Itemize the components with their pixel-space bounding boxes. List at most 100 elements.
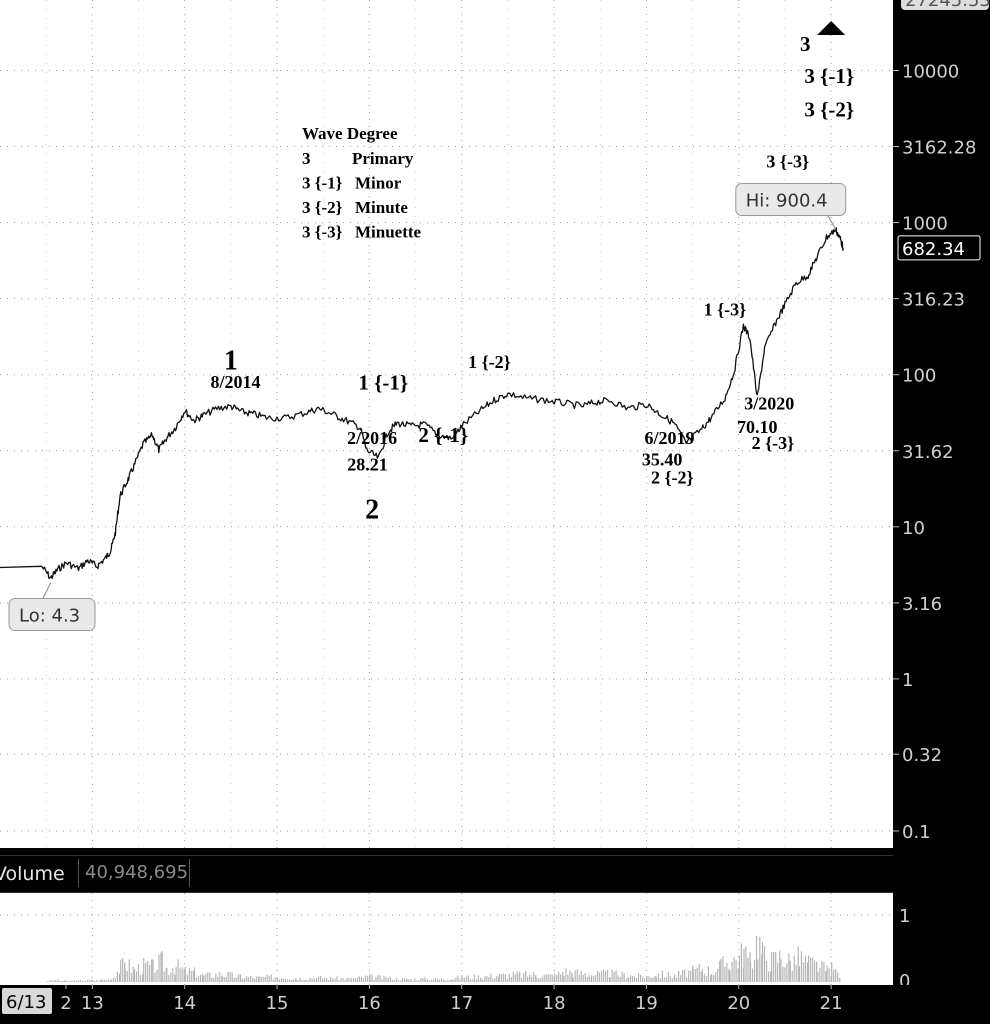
volume-bar <box>461 978 463 982</box>
volume-chart[interactable] <box>0 893 893 985</box>
volume-bar <box>59 980 61 982</box>
price-chart[interactable]: Hi: 900.4 Lo: 4.3 18/2014 1 {-1} 1 {-2} 2/201… <box>0 0 893 848</box>
volume-bar <box>835 969 837 982</box>
volume-bar <box>488 977 490 982</box>
volume-bar <box>75 980 78 982</box>
volume-bar <box>817 972 819 982</box>
volume-bar <box>492 978 494 982</box>
wave-label: 6/2019 <box>645 428 695 448</box>
volume-bar <box>543 974 545 982</box>
volume-bar <box>539 978 541 982</box>
volume-bar <box>613 971 615 982</box>
volume-bar <box>399 980 402 982</box>
volume-bar <box>694 969 696 982</box>
volume-bar <box>438 979 440 982</box>
volume-bar <box>726 963 728 982</box>
volume-bar <box>188 968 190 982</box>
volume-bar <box>416 980 418 982</box>
volume-bar <box>593 975 595 982</box>
volume-bar <box>701 968 703 982</box>
volume-bar <box>753 960 756 982</box>
volume-bar <box>514 974 516 982</box>
volume-bar <box>52 980 54 982</box>
volume-bar <box>584 973 586 982</box>
volume-bar <box>521 977 523 982</box>
date-tick-label: 14 <box>173 993 196 1014</box>
volume-bar <box>582 974 584 982</box>
volume-bar <box>765 960 768 982</box>
volume-bar <box>342 978 344 982</box>
volume-bar <box>211 977 213 982</box>
volume-bar <box>549 974 551 982</box>
price-tick-label: 1000 <box>902 214 948 235</box>
wave-label: 1 {-1} <box>358 370 408 394</box>
volume-bar <box>158 954 160 982</box>
volume-bar <box>445 980 447 982</box>
volume-bar <box>705 976 707 982</box>
volume-bar <box>305 979 307 982</box>
legend-degree: Minor <box>355 174 402 193</box>
volume-bar <box>517 973 519 982</box>
volume-bar <box>362 978 365 982</box>
volume-bar <box>569 970 571 982</box>
volume-bar <box>213 977 215 982</box>
volume-bar <box>440 978 442 982</box>
volume-bar <box>700 971 702 982</box>
volume-bar <box>420 978 422 982</box>
volume-bar <box>757 959 759 982</box>
volume-bar <box>821 961 823 982</box>
volume-bar <box>410 978 412 982</box>
wave-label: 2/2016 <box>347 428 397 448</box>
volume-bar <box>576 969 578 982</box>
volume-bar <box>659 978 661 982</box>
volume-bar <box>599 972 601 982</box>
volume-bar <box>621 971 623 982</box>
volume-bar <box>177 959 179 982</box>
volume-bar <box>814 960 816 982</box>
legend-symbol: 3 {-2} <box>302 198 343 217</box>
volume-bar <box>512 971 514 982</box>
volume-bar <box>636 978 638 982</box>
volume-bar <box>89 980 91 982</box>
volume-bar <box>295 979 297 982</box>
volume-bar <box>240 975 242 982</box>
volume-bar <box>79 980 82 982</box>
volume-bar <box>283 978 285 982</box>
volume-bar <box>812 958 814 982</box>
volume-bar <box>480 977 482 982</box>
volume-bar <box>209 972 211 982</box>
volume-bar <box>395 977 398 982</box>
volume-bar <box>147 961 149 982</box>
volume-bar <box>686 977 688 982</box>
volume-bar <box>475 979 477 982</box>
volume-bar <box>563 975 565 982</box>
volume-bar <box>560 974 562 982</box>
volume-bar <box>219 972 221 982</box>
price-panel[interactable]: Hi: 900.4 Lo: 4.3 1 8/2014 1 {-1} 1 {-2} 2/201… <box>0 0 893 848</box>
volume-bar <box>823 962 825 982</box>
volume-bar <box>231 972 233 982</box>
volume-bar <box>403 978 406 982</box>
volume-bar <box>655 976 657 982</box>
volume-bar <box>66 980 68 982</box>
volume-bar <box>465 976 467 982</box>
volume-bar <box>740 943 742 982</box>
volume-bar <box>330 976 332 982</box>
volume-axis-ticks: 10 <box>899 906 910 992</box>
volume-bar <box>638 973 640 982</box>
volume-bar <box>665 977 667 982</box>
volume-bar <box>199 975 202 982</box>
volume-bar <box>759 936 761 982</box>
volume-bar <box>145 962 147 982</box>
volume-bar <box>459 979 461 982</box>
volume-bar <box>85 980 87 982</box>
volume-bar <box>609 977 611 982</box>
volume-bar <box>837 972 839 982</box>
volume-panel[interactable] <box>0 893 893 985</box>
volume-bar <box>617 975 619 982</box>
price-axis: 10000 3162.28 1000 316.23 100 31.62 10 3.16 1 0.3… <box>893 0 990 848</box>
volume-bar <box>482 979 484 982</box>
volume-bar <box>580 970 582 982</box>
volume-bar <box>316 977 318 982</box>
volume-bar <box>128 959 130 982</box>
